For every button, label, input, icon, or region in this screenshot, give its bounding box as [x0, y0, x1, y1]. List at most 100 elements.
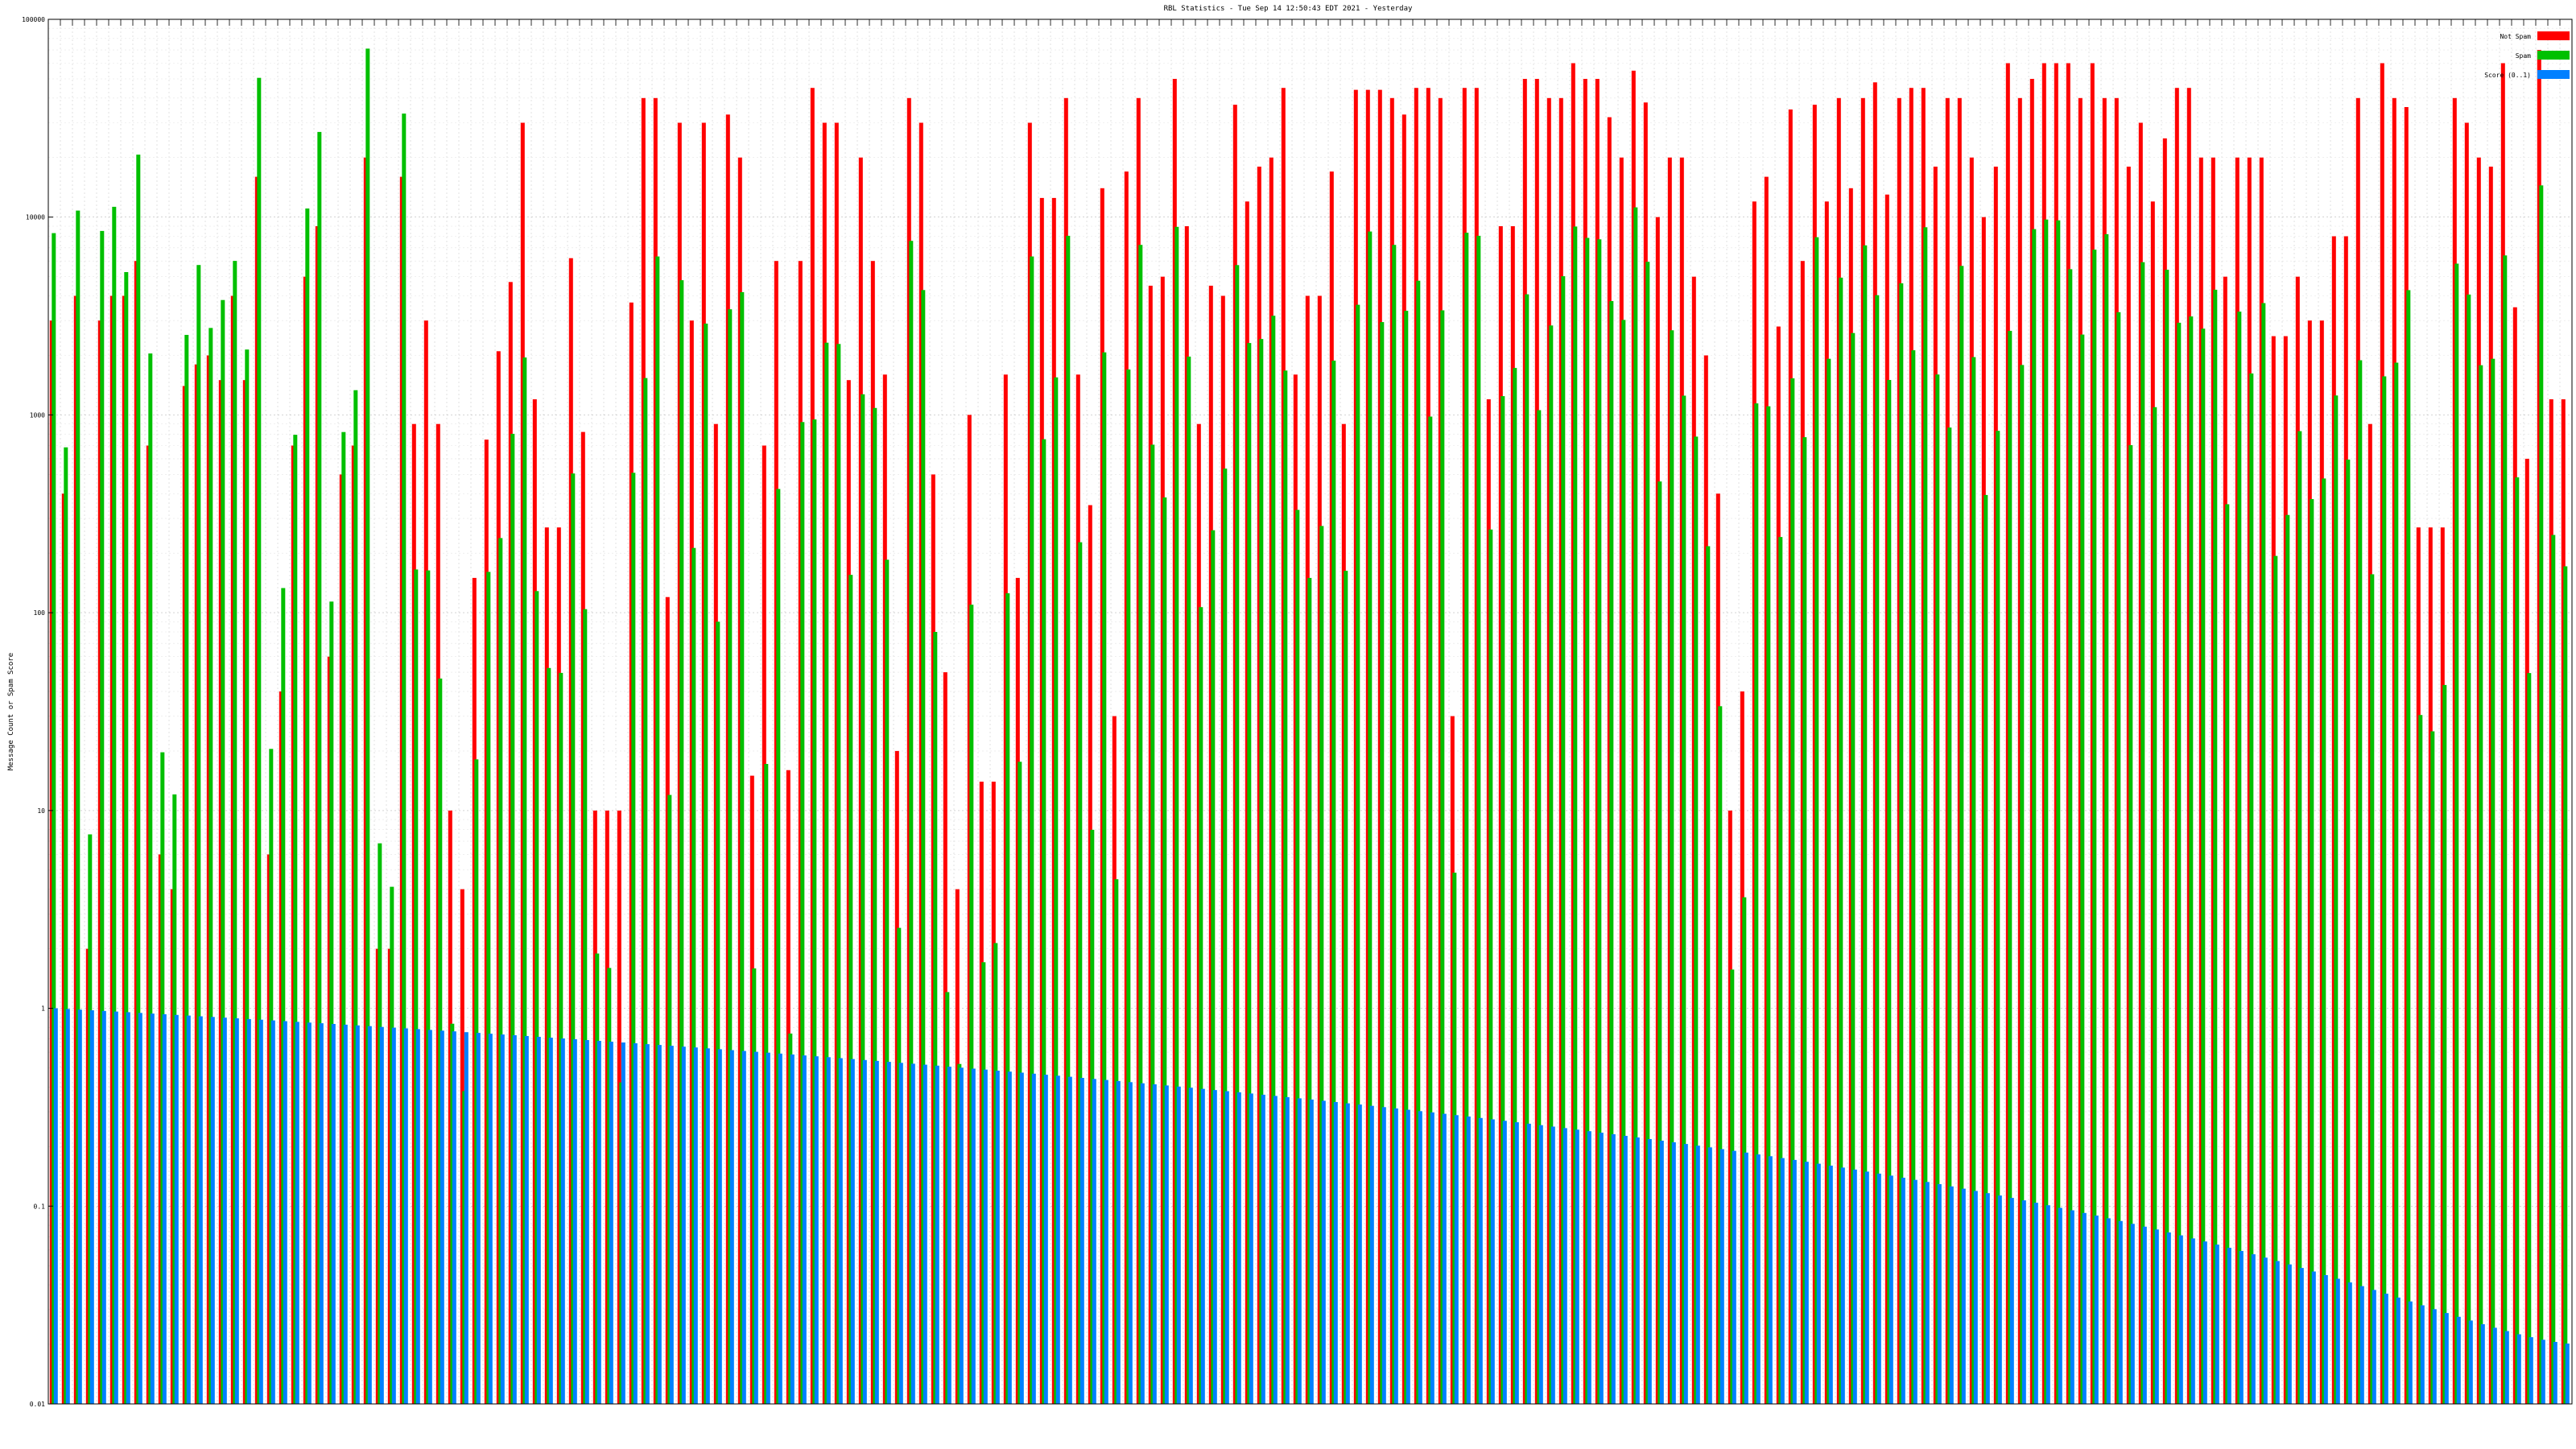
bar-score	[1780, 1158, 1785, 1404]
bar-spam	[293, 435, 298, 1404]
bar-spam	[2165, 270, 2169, 1405]
bar-spam	[631, 473, 636, 1404]
bar-score	[2082, 1212, 2087, 1404]
bar-spam	[2044, 219, 2049, 1405]
bar-score	[2046, 1205, 2050, 1404]
bar-score	[440, 1030, 444, 1404]
bar-spam	[2285, 514, 2290, 1405]
bar-score	[1587, 1131, 1591, 1404]
bar-score	[2372, 1290, 2376, 1404]
bar-score	[609, 1042, 613, 1404]
bar-score	[2130, 1224, 2135, 1404]
bar-score	[246, 1018, 251, 1404]
bar-score	[2263, 1257, 2268, 1404]
bar-spam	[1283, 370, 1288, 1404]
bar-score	[1719, 1149, 1724, 1404]
bar-score	[2565, 1344, 2570, 1404]
bar-spam	[716, 621, 720, 1404]
bar-score	[114, 1011, 118, 1404]
bar-spam	[2310, 499, 2314, 1404]
bar-spam	[2334, 395, 2339, 1404]
bar-score	[2190, 1238, 2195, 1404]
bar-score	[536, 1037, 541, 1404]
bar-spam	[1138, 245, 1143, 1405]
bar-score	[1804, 1162, 1809, 1404]
bar-score	[1357, 1104, 1362, 1404]
bar-score	[959, 1067, 964, 1404]
bar-score	[1080, 1078, 1084, 1404]
bar-score	[1828, 1166, 1833, 1404]
bar-spam	[848, 575, 853, 1404]
bar-spam	[1851, 332, 1856, 1405]
bar-score	[862, 1059, 867, 1404]
bar-spam	[2527, 673, 2532, 1404]
bar-score	[1901, 1178, 1905, 1404]
bar-spam	[800, 422, 805, 1404]
bar-score	[186, 1015, 191, 1404]
bar-score	[1333, 1102, 1338, 1404]
bar-score	[1176, 1086, 1181, 1404]
bar-spam	[1887, 380, 1892, 1404]
bar-score	[355, 1025, 360, 1404]
bar-spam	[100, 230, 105, 1404]
bar-score	[971, 1068, 976, 1404]
bar-spam	[969, 605, 974, 1404]
bar-score	[1273, 1096, 1278, 1404]
bar-spam	[2249, 373, 2254, 1404]
bar-score	[331, 1024, 336, 1404]
bar-spam	[52, 233, 56, 1405]
bar-spam	[1476, 235, 1481, 1404]
bars	[49, 48, 2570, 1405]
bar-spam	[1199, 607, 1203, 1404]
bar-spam	[2177, 322, 2182, 1404]
bar-score	[2202, 1241, 2207, 1404]
bar-spam	[1573, 226, 1578, 1404]
bar-score	[1031, 1073, 1036, 1404]
bar-spam	[1078, 542, 1083, 1404]
legend-swatch	[2537, 70, 2570, 79]
bar-score	[1671, 1142, 1676, 1404]
bar-spam	[1899, 283, 1904, 1404]
bar-spam	[1996, 431, 2000, 1405]
y-tick-label: 1000	[30, 411, 45, 419]
bar-score	[923, 1064, 927, 1404]
bar-score	[1876, 1173, 1881, 1404]
bar-spam	[1694, 436, 1699, 1404]
bar-score	[1140, 1083, 1145, 1404]
bar-score	[2396, 1297, 2401, 1404]
y-tick-label: 0.01	[30, 1401, 45, 1408]
bar-spam	[2418, 715, 2423, 1404]
bar-spam	[402, 114, 407, 1405]
bar-score	[693, 1047, 698, 1404]
bar-spam	[836, 344, 841, 1404]
bar-spam	[1911, 350, 1916, 1405]
bar-score	[886, 1062, 891, 1404]
legend-label: Score (0..1)	[2484, 72, 2531, 79]
bar-spam	[571, 473, 576, 1405]
bar-score	[1816, 1163, 1821, 1404]
y-tick-label: 1	[41, 1005, 45, 1013]
bar-score	[2021, 1200, 2026, 1404]
bar-score	[1466, 1117, 1471, 1404]
bar-spam	[655, 256, 660, 1405]
bar-score	[838, 1058, 843, 1404]
y-tick-label: 10000	[26, 214, 45, 221]
bar-spam	[583, 609, 588, 1404]
bar-score	[2106, 1218, 2111, 1404]
bar-score	[1997, 1195, 2002, 1404]
bar-spam	[812, 419, 817, 1404]
bar-spam	[2020, 365, 2025, 1404]
bar-spam	[2322, 478, 2326, 1404]
bar-score	[1249, 1093, 1253, 1404]
bar-spam	[873, 407, 877, 1404]
bar-spam	[559, 672, 564, 1404]
bar-spam	[341, 431, 346, 1405]
bar-spam	[1331, 361, 1336, 1404]
bar-spam	[1875, 295, 1880, 1405]
bar-score	[1647, 1139, 1652, 1404]
bar-score	[1164, 1085, 1169, 1404]
bar-score	[778, 1053, 782, 1404]
bar-score	[367, 1026, 372, 1404]
bar-score	[2142, 1226, 2147, 1404]
